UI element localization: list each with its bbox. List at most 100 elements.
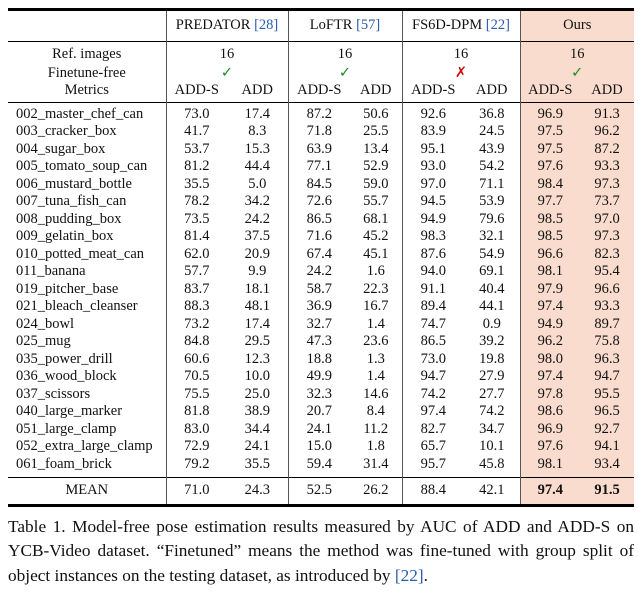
ref_images-value: 16 xyxy=(287,41,402,65)
value-cell: 98.0 xyxy=(519,351,580,369)
value-cell: 97.9 xyxy=(519,281,580,299)
value-cell: 16.7 xyxy=(363,298,389,315)
value-cell: 94.7 xyxy=(401,368,464,386)
value-cell: 88.3 xyxy=(165,298,227,316)
value-cell: 35.5 xyxy=(165,176,227,194)
value-cell: 1.6 xyxy=(366,263,385,280)
value-cell: 32.1 xyxy=(479,228,505,245)
object-name: 024_bowl xyxy=(16,315,74,332)
value-cell: 95.5 xyxy=(580,386,635,404)
value-cell: 97.5 xyxy=(519,141,580,159)
value-cell: 93.3 xyxy=(580,298,635,316)
value-cell: 97.7 xyxy=(519,193,580,211)
value-cell: 45.8 xyxy=(479,455,505,472)
value-cell: 10.0 xyxy=(244,368,270,385)
object-name: 003_cracker_box xyxy=(16,123,117,140)
object-name: 036_wood_block xyxy=(16,368,117,385)
table-row: 005_tomato_soup_can 81.2 44.4 77.1 52.9 93.0 5… xyxy=(8,158,635,176)
object-name: 004_sugar_box xyxy=(16,140,106,157)
method-header: PREDATOR [28] xyxy=(165,9,288,42)
metric-header: ADD xyxy=(241,81,273,98)
method-name: LoFTR xyxy=(309,17,353,34)
value-cell: 97.0 xyxy=(580,211,635,229)
value-cell: 69.1 xyxy=(479,263,505,280)
value-cell: 1.4 xyxy=(366,315,385,332)
value-cell: 34.2 xyxy=(244,193,270,210)
value-cell: 36.8 xyxy=(479,105,505,122)
value-cell: 84.8 xyxy=(165,333,227,351)
page: PREDATOR [28] LoFTR [57] FS6D-DPM [22] Ours… xyxy=(8,8,635,589)
object-name: 005_tomato_soup_can xyxy=(16,158,148,175)
table-caption: Table 1. Model-free pose estimation resu… xyxy=(8,515,634,589)
value-cell: 53.7 xyxy=(165,141,227,159)
table-row: 037_scissors 75.5 25.0 32.3 14.6 74.2 27.7 97.8… xyxy=(8,385,635,404)
value-cell: 89.4 xyxy=(401,298,464,316)
value-cell: 98.5 xyxy=(519,228,580,246)
value-cell: 75.8 xyxy=(580,333,635,351)
value-cell: 97.3 xyxy=(580,176,635,194)
value-cell: 1.4 xyxy=(366,368,385,385)
row-label-ref_images: Ref. images xyxy=(52,46,122,63)
caption-citation-link[interactable]: [22] xyxy=(394,565,424,585)
value-cell: 94.9 xyxy=(519,316,580,334)
object-name: 037_scissors xyxy=(16,385,91,402)
value-cell: 97.5 xyxy=(519,123,580,141)
value-cell: 81.8 xyxy=(165,403,227,421)
object-name: 010_potted_meat_can xyxy=(16,245,145,262)
value-cell: 44.1 xyxy=(479,298,505,315)
value-cell: 72.6 xyxy=(287,193,350,211)
value-cell: 24.1 xyxy=(244,438,270,455)
value-cell: 79.2 xyxy=(165,456,227,474)
method-citation-link[interactable]: [22] xyxy=(485,17,510,34)
method-citation-link[interactable]: [28] xyxy=(254,17,279,34)
value-cell: 91.5 xyxy=(580,476,635,505)
value-cell: 19.8 xyxy=(479,350,505,367)
value-cell: 59.4 xyxy=(287,456,350,474)
value-cell: 42.1 xyxy=(464,476,520,505)
value-cell: 32.7 xyxy=(287,316,350,334)
method-name: PREDATOR xyxy=(175,17,251,34)
value-cell: 63.9 xyxy=(287,141,350,159)
value-cell: 94.5 xyxy=(401,193,464,211)
value-cell: 50.6 xyxy=(363,105,389,122)
value-cell: 12.3 xyxy=(244,350,270,367)
value-cell: 8.3 xyxy=(248,123,267,140)
value-cell: 97.8 xyxy=(519,386,580,404)
value-cell: 97.4 xyxy=(401,403,464,421)
value-cell: 43.9 xyxy=(479,140,505,157)
value-cell: 96.2 xyxy=(580,123,635,141)
value-cell: 45.1 xyxy=(363,245,389,262)
results-table-container: PREDATOR [28] LoFTR [57] FS6D-DPM [22] Ours… xyxy=(8,8,635,507)
method-header: FS6D-DPM [22] xyxy=(401,9,520,42)
value-cell: 86.5 xyxy=(287,211,350,229)
value-cell: 68.1 xyxy=(363,210,389,227)
value-cell: 96.9 xyxy=(519,106,580,124)
method-citation-link[interactable]: [57] xyxy=(356,17,381,34)
value-cell: 73.0 xyxy=(401,351,464,369)
value-cell: 11.2 xyxy=(363,420,389,437)
table-row: 006_mustard_bottle 35.5 5.0 84.5 59.0 97.0 71.… xyxy=(8,176,635,194)
best-value: 97.4 xyxy=(537,481,563,498)
value-cell: 60.6 xyxy=(165,351,227,369)
metric-header: ADD-S xyxy=(519,82,580,99)
value-cell: 93.4 xyxy=(580,456,635,474)
value-cell: 71.0 xyxy=(165,476,227,505)
value-cell: 48.1 xyxy=(244,298,270,315)
table-row: 024_bowl 73.2 17.4 32.7 1.4 74.7 0.9 94.9 89.7 xyxy=(8,315,635,334)
value-cell: 88.4 xyxy=(401,476,464,505)
ref_images-value: 16 xyxy=(401,41,520,65)
value-cell: 15.0 xyxy=(287,438,350,456)
corner-cell xyxy=(8,10,166,42)
value-cell: 71.6 xyxy=(287,228,350,246)
ref_images-value: 16 xyxy=(165,41,288,65)
value-cell: 27.7 xyxy=(479,385,505,402)
table-row: 007_tuna_fish_can 78.2 34.2 72.6 55.7 94.5 53.… xyxy=(8,193,635,211)
value-cell: 95.1 xyxy=(401,141,464,159)
value-cell: 84.5 xyxy=(287,176,350,194)
value-cell: 73.5 xyxy=(165,211,227,229)
value-cell: 32.3 xyxy=(287,386,350,404)
object-name: 019_pitcher_base xyxy=(16,280,119,297)
finetune_free-value: ✓ xyxy=(165,65,288,82)
value-cell: 96.5 xyxy=(580,403,635,421)
value-cell: 73.2 xyxy=(165,316,227,334)
